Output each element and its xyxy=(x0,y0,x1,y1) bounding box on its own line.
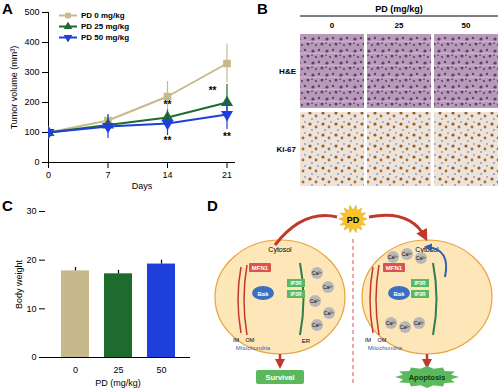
html-text:PD 25 mg/kg: PD 25 mg/kg xyxy=(81,22,129,31)
svg-text:Mitochondria: Mitochondria xyxy=(236,345,271,351)
svg-text:Ca²⁺: Ca²⁺ xyxy=(388,255,398,260)
svg-text:Apoptosis: Apoptosis xyxy=(409,373,446,382)
svg-text:IP3R: IP3R xyxy=(414,291,426,297)
svg-text:MFN1: MFN1 xyxy=(386,265,403,271)
html-text:C: C xyxy=(2,197,13,214)
svg-text:IP3R: IP3R xyxy=(290,291,302,297)
svg-text:100: 100 xyxy=(24,127,39,137)
svg-text:Ca²⁺: Ca²⁺ xyxy=(312,271,322,276)
svg-text:0: 0 xyxy=(46,170,51,180)
svg-text:MFN1: MFN1 xyxy=(252,265,269,271)
svg-text:Cytosol: Cytosol xyxy=(268,246,292,254)
svg-text:Tumor volume (mm³): Tumor volume (mm³) xyxy=(9,46,19,130)
svg-text:500: 500 xyxy=(24,7,39,17)
svg-text:IP3R: IP3R xyxy=(414,280,426,286)
svg-text:PD: PD xyxy=(347,215,360,225)
svg-text:14: 14 xyxy=(162,170,172,180)
svg-text:25: 25 xyxy=(113,365,123,375)
svg-text:25: 25 xyxy=(395,21,404,30)
svg-text:OM: OM xyxy=(246,337,255,343)
svg-text:Body weight: Body weight xyxy=(14,259,24,309)
html-text:B: B xyxy=(257,0,268,17)
svg-text:50: 50 xyxy=(156,365,166,375)
html-text:PD 50 mg/kg: PD 50 mg/kg xyxy=(81,33,129,42)
svg-text:300: 300 xyxy=(24,67,39,77)
svg-text:21: 21 xyxy=(222,170,232,180)
svg-text:400: 400 xyxy=(24,37,39,47)
svg-text:Ca²⁺: Ca²⁺ xyxy=(310,299,320,304)
svg-text:Survival: Survival xyxy=(265,373,294,382)
svg-text:IP3R: IP3R xyxy=(290,280,302,286)
html-text:A: A xyxy=(2,0,13,17)
svg-text:Days: Days xyxy=(132,181,153,191)
svg-text:10: 10 xyxy=(26,304,36,314)
svg-text:Ca²⁺: Ca²⁺ xyxy=(323,285,333,290)
svg-text:Ki-67: Ki-67 xyxy=(276,145,296,154)
svg-text:0: 0 xyxy=(73,365,78,375)
svg-text:Bak: Bak xyxy=(393,291,405,297)
svg-text:Ca²⁺: Ca²⁺ xyxy=(414,321,424,326)
svg-text:0: 0 xyxy=(330,21,335,30)
svg-text:20: 20 xyxy=(26,255,36,265)
svg-text:PD (mg/kg): PD (mg/kg) xyxy=(375,4,423,14)
svg-text:Cytosol: Cytosol xyxy=(415,246,439,253)
svg-text:**: ** xyxy=(209,85,217,96)
svg-text:0: 0 xyxy=(31,352,36,362)
svg-text:Mitochondria: Mitochondria xyxy=(368,345,403,351)
svg-text:Ca²⁺: Ca²⁺ xyxy=(400,325,410,330)
svg-text:IM: IM xyxy=(233,337,240,343)
svg-text:ER: ER xyxy=(302,338,311,344)
svg-text:7: 7 xyxy=(105,170,110,180)
svg-text:**: ** xyxy=(164,99,172,110)
svg-text:IM: IM xyxy=(365,337,372,343)
svg-text:OM: OM xyxy=(378,337,387,343)
svg-text:50: 50 xyxy=(462,21,471,30)
svg-text:H&E: H&E xyxy=(279,67,297,76)
svg-text:30: 30 xyxy=(26,206,36,216)
svg-text:0: 0 xyxy=(34,157,39,167)
svg-text:Ca²⁺: Ca²⁺ xyxy=(402,252,412,257)
svg-text:Ca²⁺: Ca²⁺ xyxy=(324,311,334,316)
svg-text:**: ** xyxy=(223,131,231,142)
html-text:D: D xyxy=(207,197,218,214)
svg-text:Bak: Bak xyxy=(257,291,269,297)
svg-text:200: 200 xyxy=(24,97,39,107)
html-text:PD 0 mg/kg: PD 0 mg/kg xyxy=(81,11,125,20)
svg-text:**: ** xyxy=(164,135,172,146)
svg-text:Ca²⁺: Ca²⁺ xyxy=(416,256,426,261)
svg-text:PD (mg/kg): PD (mg/kg) xyxy=(95,378,141,388)
svg-text:Ca²⁺: Ca²⁺ xyxy=(312,323,322,328)
svg-text:Ca²⁺: Ca²⁺ xyxy=(386,321,396,326)
